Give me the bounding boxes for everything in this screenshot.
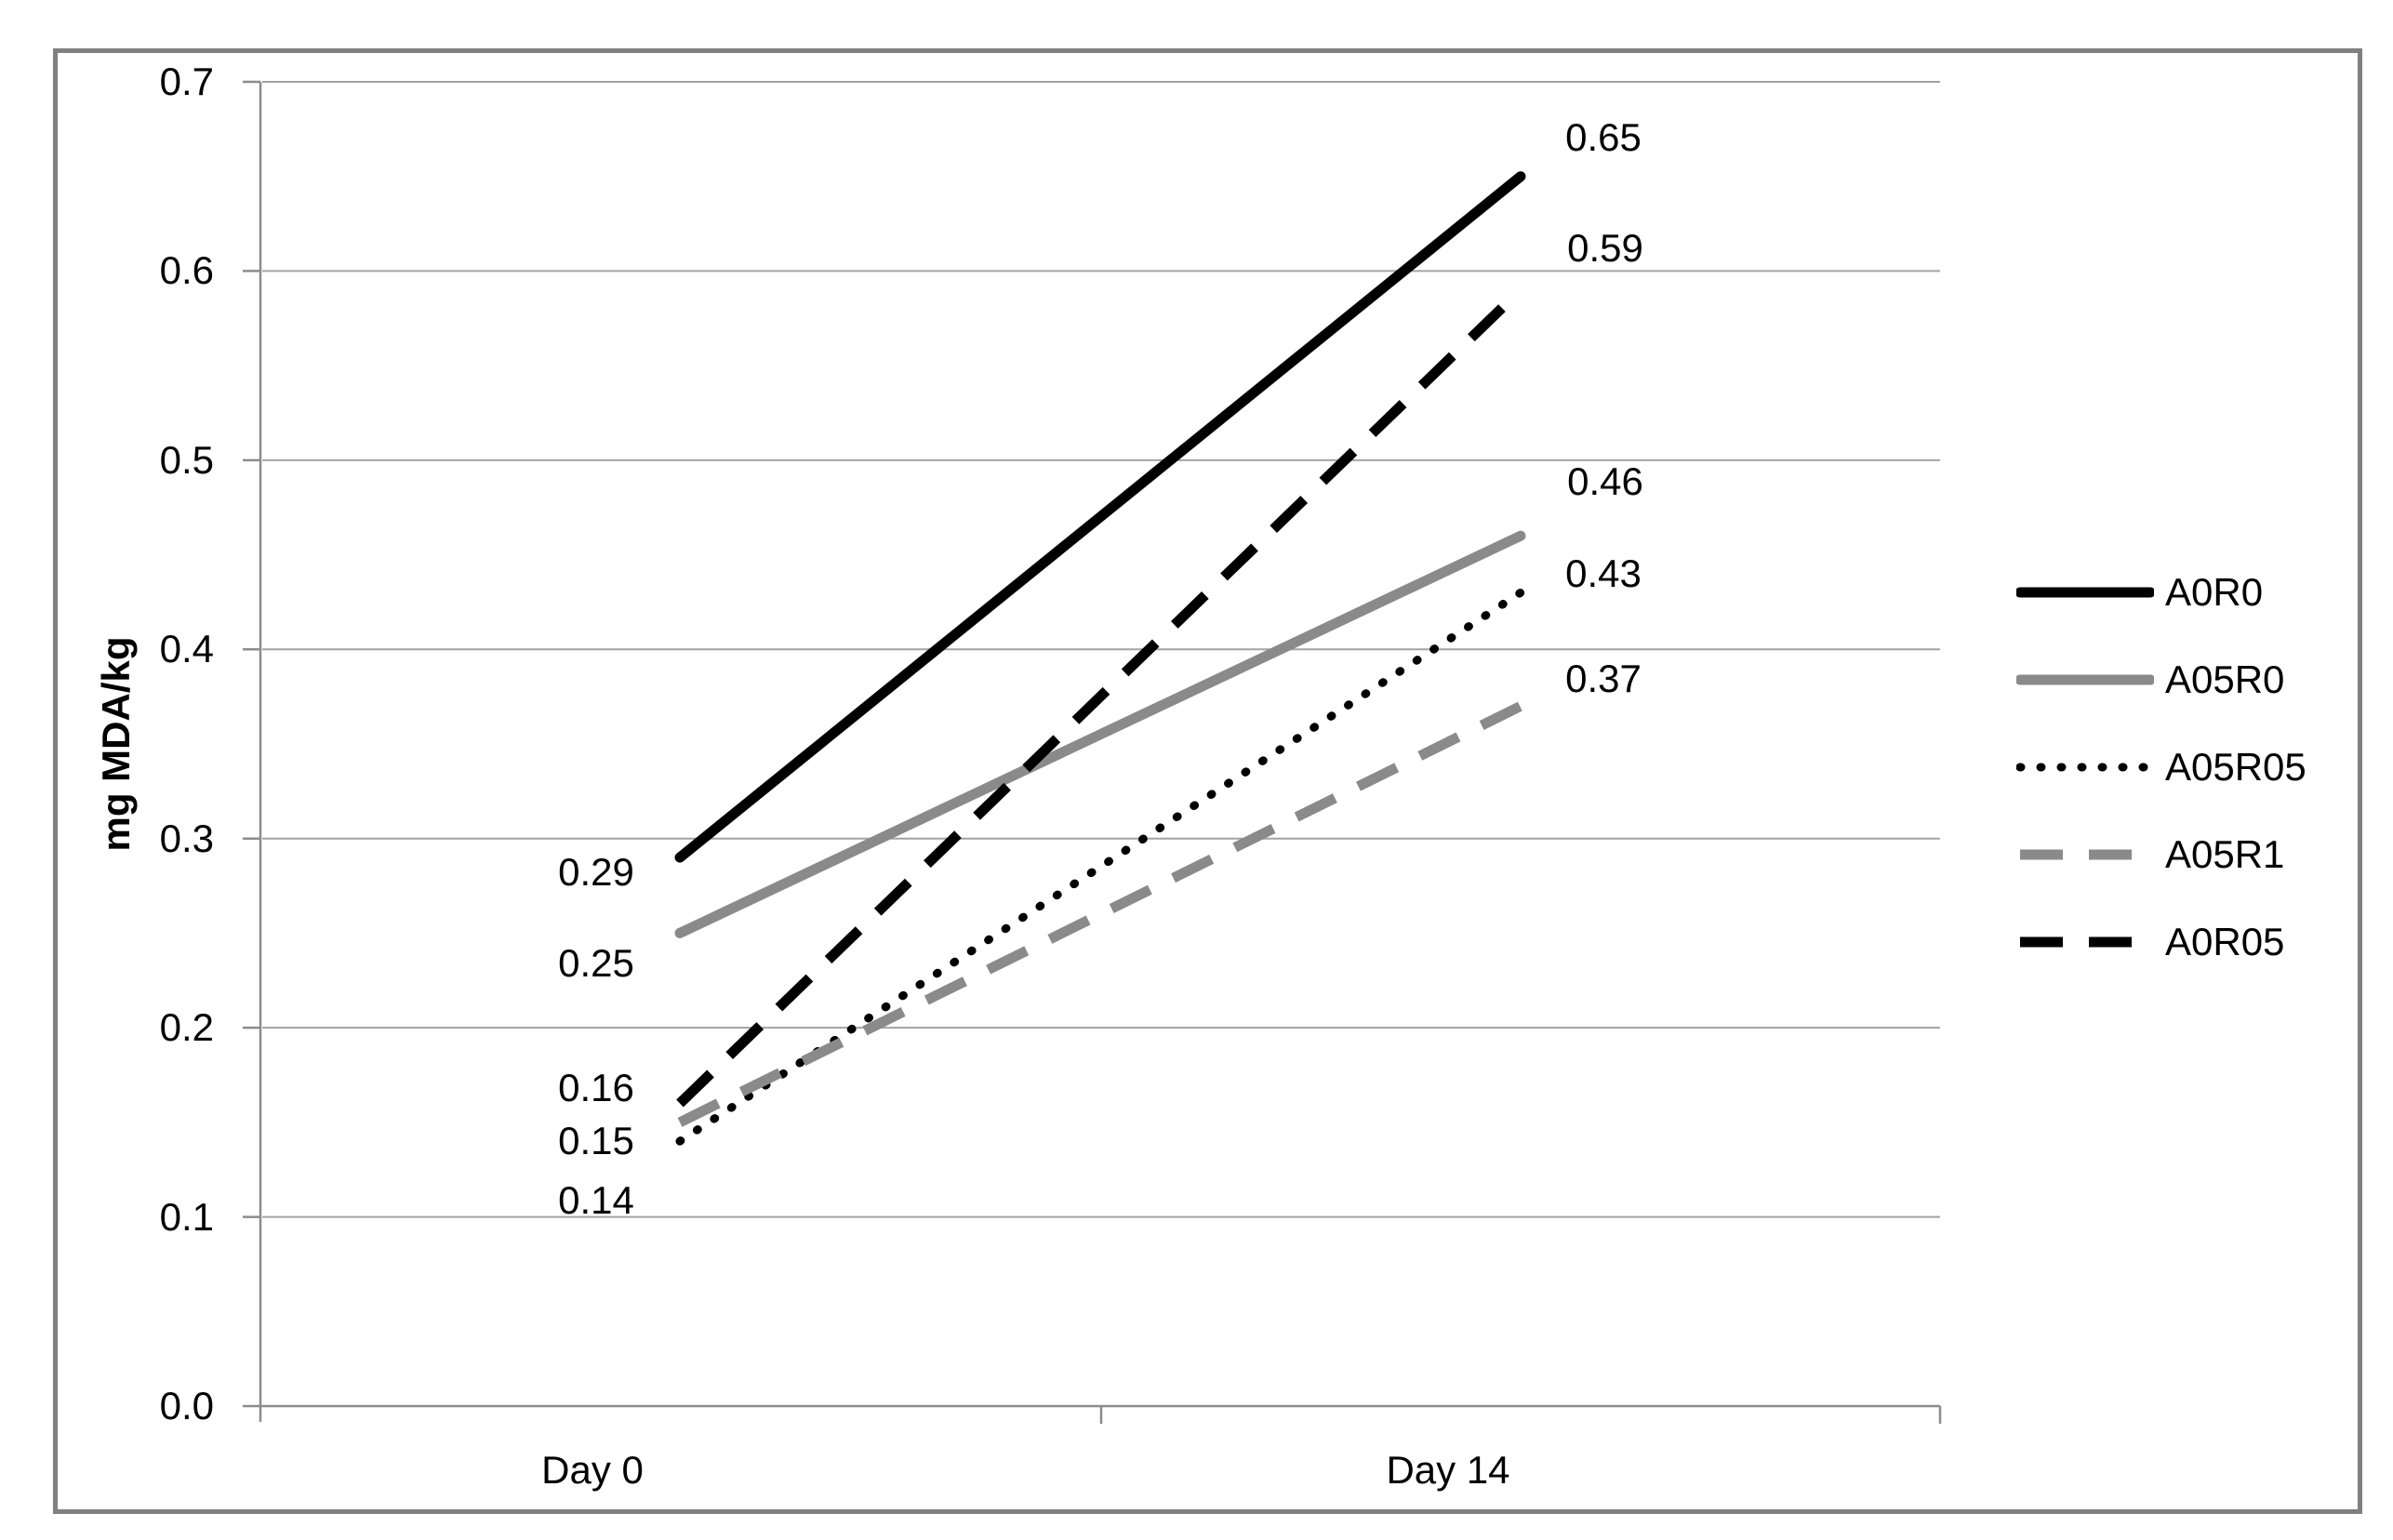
series-lines bbox=[674, 171, 1526, 1146]
x-tick-label-day-14: Day 14 bbox=[1386, 1448, 1510, 1492]
data-label-a05r0-day14: 0.46 bbox=[1567, 459, 1643, 503]
y-axis-ticks bbox=[243, 80, 260, 1408]
data-label-a0r0-day14: 0.65 bbox=[1565, 115, 1642, 159]
y-tick-label-0.4: 0.4 bbox=[159, 627, 214, 670]
legend-line-sample-a05r0 bbox=[2016, 674, 2154, 685]
legend-line-sample-a05r05 bbox=[2016, 763, 2154, 772]
data-label-a05r1-day14: 0.37 bbox=[1565, 657, 1642, 700]
legend-item-a05r1: A05R1 bbox=[2016, 811, 2307, 898]
legend-item-a05r0: A05R0 bbox=[2016, 636, 2307, 724]
legend-line-sample-a0r05 bbox=[2020, 936, 2150, 948]
x-axis-ticks bbox=[1099, 1406, 1942, 1424]
data-label-a05r1-day0: 0.15 bbox=[558, 1119, 634, 1162]
legend-label-a05r0: A05R0 bbox=[2165, 657, 2285, 701]
data-label-a05r05-day0: 0.14 bbox=[558, 1178, 634, 1222]
y-tick-label-0.7: 0.7 bbox=[159, 60, 214, 103]
y-tick-label-0.2: 0.2 bbox=[159, 1005, 214, 1049]
legend-line-sample-a05r1 bbox=[2020, 849, 2150, 860]
y-tick-label-0.0: 0.0 bbox=[159, 1384, 214, 1427]
legend-item-a05r05: A05R05 bbox=[2016, 724, 2307, 811]
legend-item-a0r0: A0R0 bbox=[2016, 549, 2307, 636]
legend-label-a05r1: A05R1 bbox=[2165, 832, 2285, 876]
y-tick-label-0.5: 0.5 bbox=[159, 438, 214, 482]
data-label-a05r0-day0: 0.25 bbox=[558, 941, 634, 985]
data-label-a0r05-day0: 0.16 bbox=[558, 1066, 634, 1109]
chart-figure bbox=[53, 48, 2362, 1514]
x-tick-label-day-0: Day 0 bbox=[541, 1448, 644, 1492]
legend-label-a0r05: A0R05 bbox=[2165, 920, 2285, 963]
data-label-a05r05-day14: 0.43 bbox=[1565, 551, 1642, 595]
legend: A0R0 A05R0 A05R05 A05R1 A0R05 bbox=[2016, 549, 2307, 986]
legend-line-sample-a0r0 bbox=[2016, 587, 2154, 598]
legend-item-a0r05: A0R05 bbox=[2016, 898, 2307, 986]
data-label-a0r05-day14: 0.59 bbox=[1567, 226, 1643, 270]
axes bbox=[259, 82, 1940, 1422]
gridlines bbox=[262, 81, 1940, 1218]
data-label-a0r0-day0: 0.29 bbox=[558, 850, 634, 894]
y-tick-label-0.6: 0.6 bbox=[159, 248, 214, 292]
legend-label-a0r0: A0R0 bbox=[2165, 570, 2264, 614]
legend-label-a05r05: A05R05 bbox=[2165, 745, 2307, 789]
y-tick-label-0.1: 0.1 bbox=[159, 1195, 214, 1239]
y-tick-label-0.3: 0.3 bbox=[159, 816, 214, 860]
